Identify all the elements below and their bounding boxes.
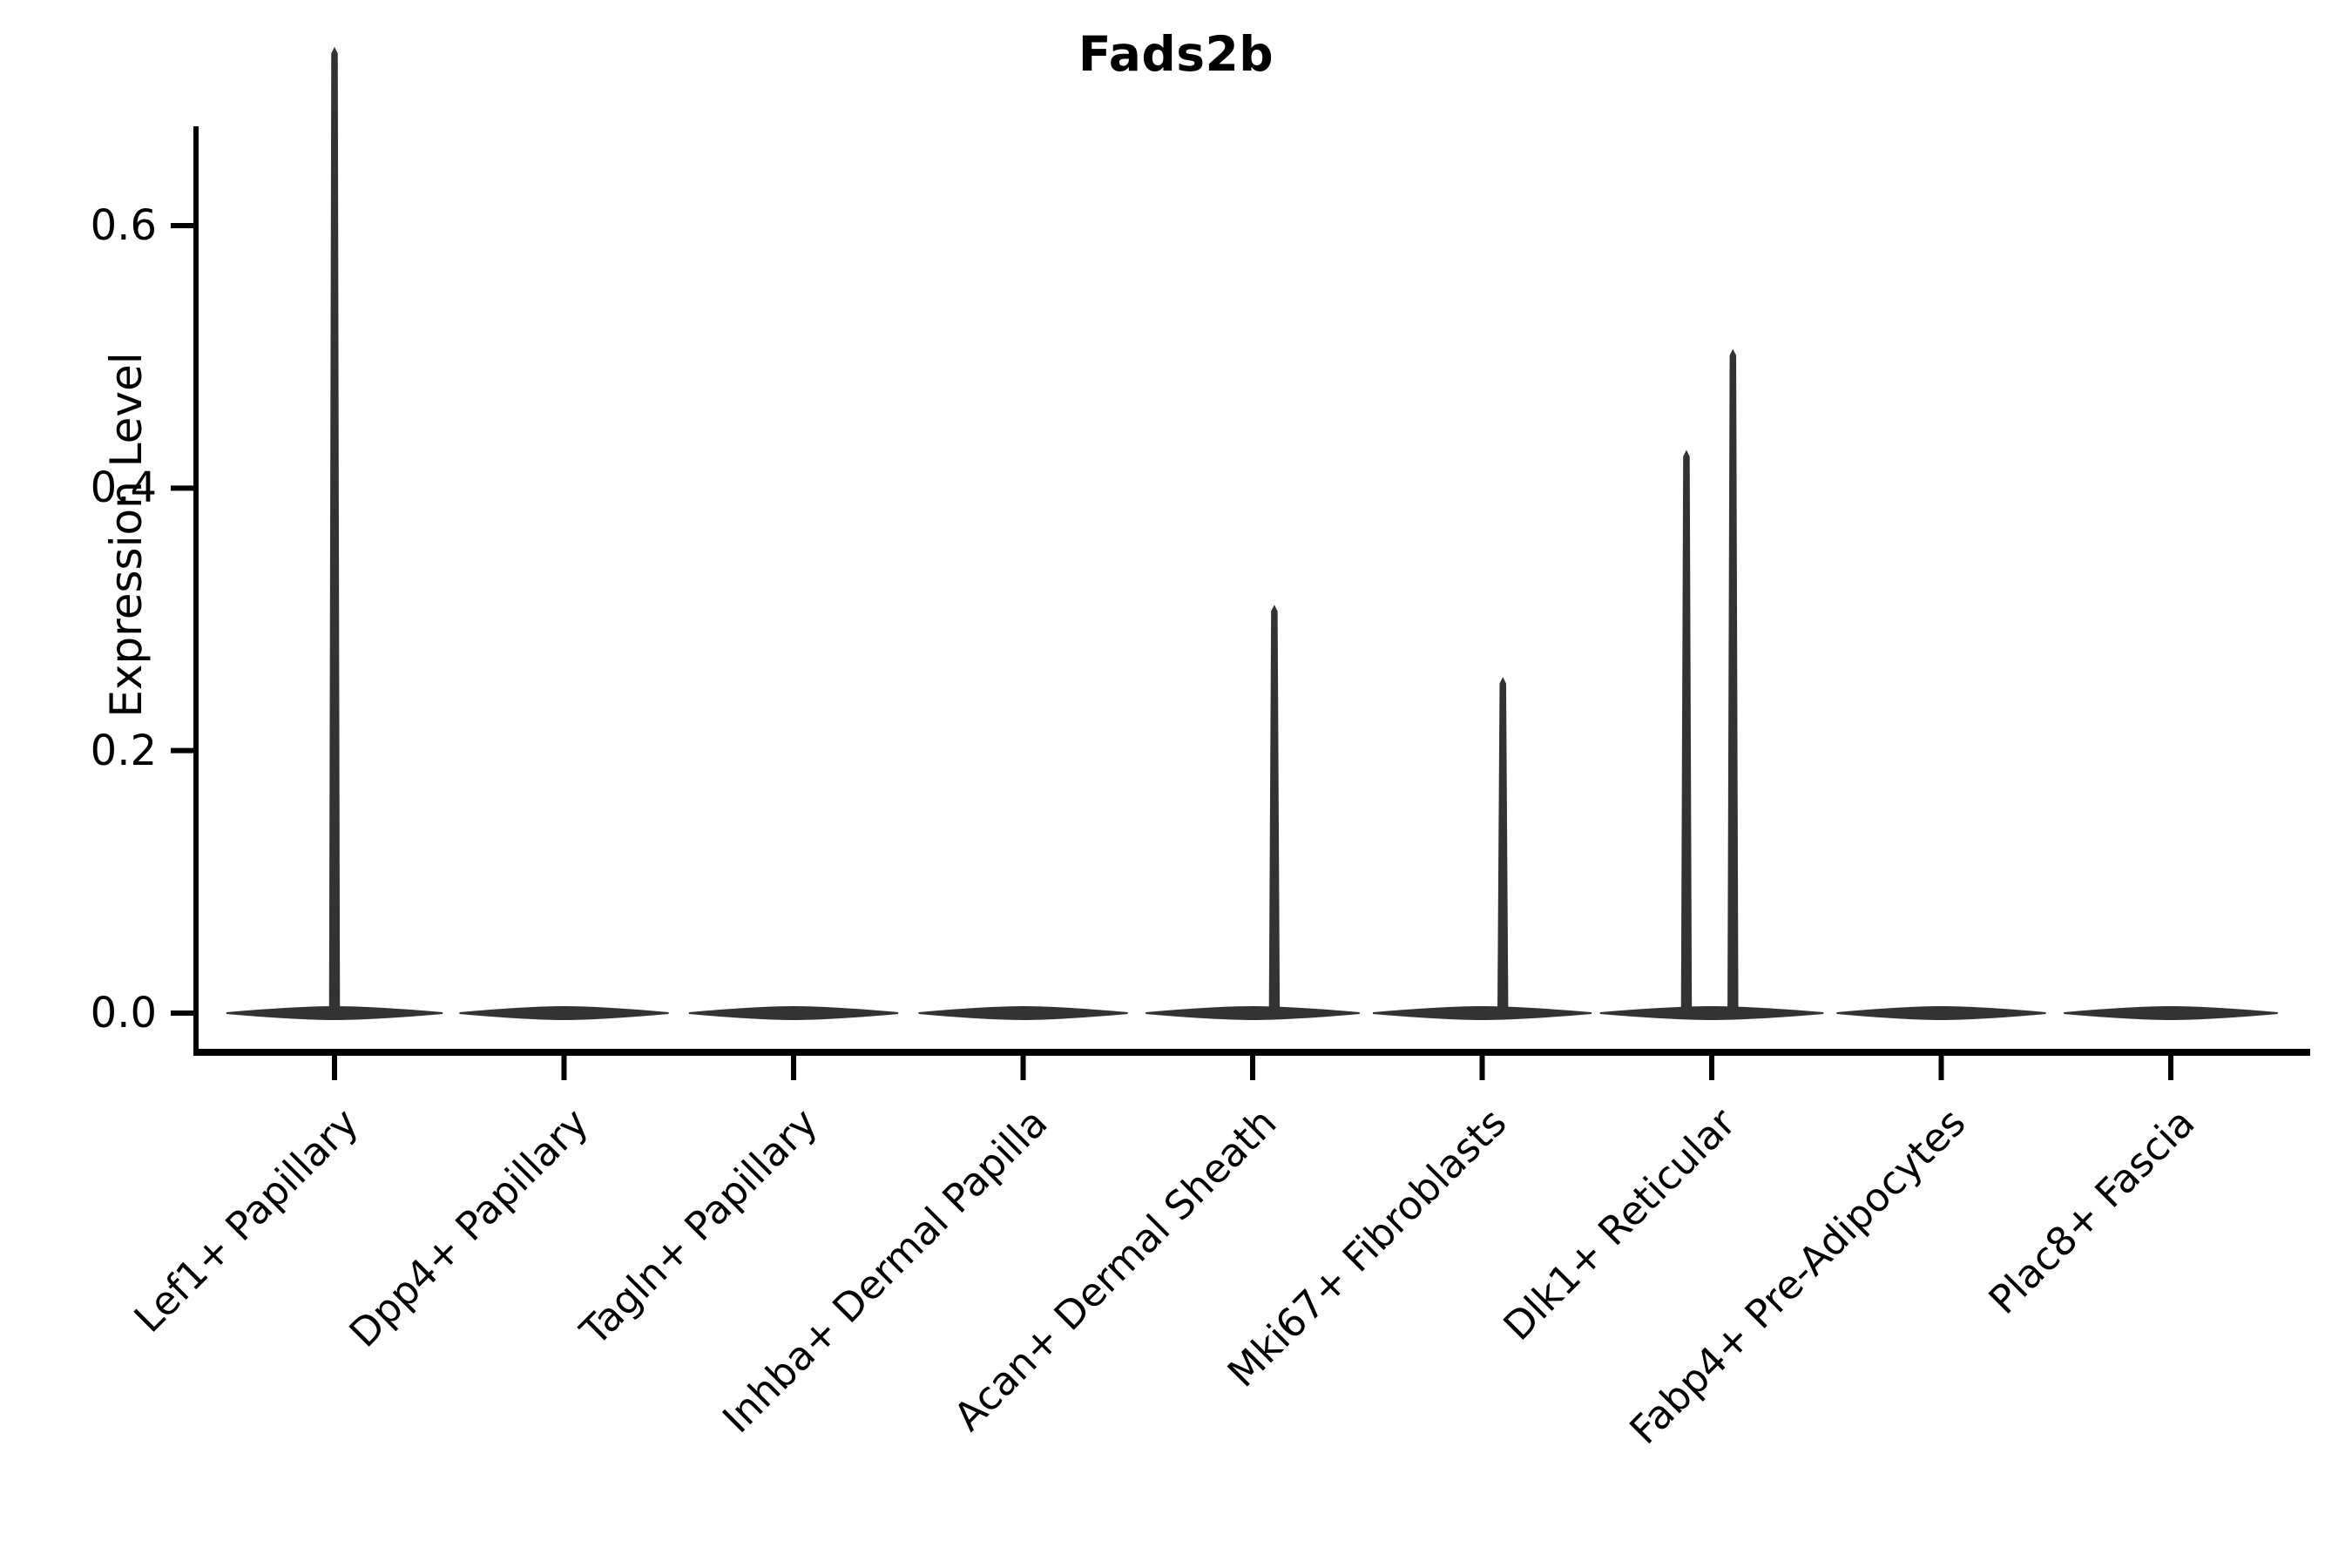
violin-body: [688, 1005, 899, 1021]
violin-1: [226, 46, 443, 1021]
violin-spike-1: [328, 46, 341, 1014]
violin-9: [2064, 1005, 2278, 1021]
violin-spike-1: [1497, 677, 1509, 1014]
violin-3: [688, 1005, 899, 1021]
y-tick-label: 0.6: [90, 201, 157, 250]
y-tick-label: 0.4: [90, 463, 157, 513]
y-tick-label: 0.0: [90, 989, 157, 1037]
violin-spike-1: [1268, 605, 1281, 1014]
violin-spike-1: [1680, 449, 1693, 1014]
violin-body: [459, 1005, 669, 1021]
axes-group: [171, 126, 2310, 1080]
y-axis-ticks: [171, 223, 196, 1016]
violin-6: [1372, 677, 1592, 1021]
page-title: Fads2b: [1078, 26, 1274, 82]
violin-8: [1836, 1005, 2046, 1021]
violin-series-group: [226, 46, 2278, 1021]
violin-body: [918, 1005, 1128, 1021]
violin-2: [459, 1005, 669, 1021]
violin-body: [1146, 1005, 1360, 1021]
violin-body: [1372, 1005, 1592, 1021]
violin-7: [1599, 348, 1824, 1021]
violin-body: [1836, 1005, 2046, 1021]
x-axis-ticks: [332, 1052, 2173, 1080]
violin-body: [2064, 1005, 2278, 1021]
y-tick-label: 0.2: [90, 726, 157, 775]
violin-body: [1599, 1005, 1824, 1021]
violin-5: [1146, 605, 1360, 1021]
violin-4: [918, 1005, 1128, 1021]
violin-spike-2: [1727, 348, 1739, 1014]
